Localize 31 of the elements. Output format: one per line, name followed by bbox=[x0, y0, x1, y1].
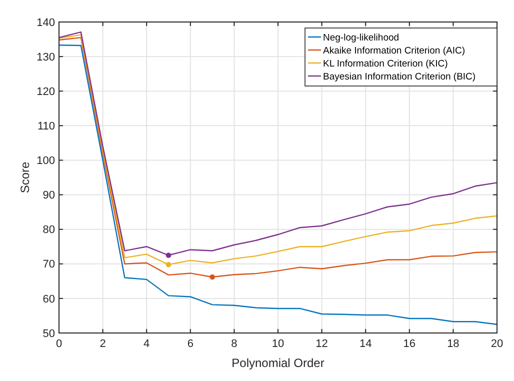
legend-label: KL Information Criterion (KIC) bbox=[323, 58, 448, 70]
point bbox=[210, 274, 215, 280]
x-tick-label: 18 bbox=[447, 338, 460, 350]
x-tick-label: 6 bbox=[187, 338, 194, 350]
legend-label: Neg-log-likelihood bbox=[323, 32, 400, 44]
x-tick-label: 8 bbox=[231, 338, 238, 350]
legend-label: Bayesian Information Criterion (BIC) bbox=[323, 71, 476, 82]
y-axis-title: Score bbox=[18, 162, 32, 194]
y-tick-label: 50 bbox=[42, 328, 55, 340]
y-tick-label: 120 bbox=[36, 86, 55, 98]
y-tick-label: 130 bbox=[36, 51, 55, 64]
x-tick-label: 12 bbox=[316, 338, 328, 350]
legend-label: Akaike Information Criterion (AIC) bbox=[323, 45, 466, 56]
point bbox=[166, 262, 172, 268]
x-tick-label: 10 bbox=[272, 338, 284, 350]
x-axis-title: Polynomial Order bbox=[232, 356, 324, 370]
x-tick-label: 16 bbox=[403, 338, 416, 350]
x-tick-label: 20 bbox=[490, 338, 504, 350]
y-tick-label: 110 bbox=[37, 120, 55, 133]
y-tick-label: 60 bbox=[42, 293, 55, 306]
point bbox=[166, 252, 172, 258]
y-tick-label: 140 bbox=[36, 16, 55, 29]
x-tick-label: 0 bbox=[56, 338, 62, 350]
line-series bbox=[58, 44, 498, 325]
x-tick-label: 2 bbox=[100, 338, 106, 350]
y-tick-label: 90 bbox=[42, 190, 55, 202]
y-tick-label: 80 bbox=[42, 224, 55, 236]
y-tick-label: 70 bbox=[42, 258, 55, 271]
x-tick-label: 14 bbox=[359, 338, 372, 350]
x-tick-label: 4 bbox=[144, 338, 150, 350]
y-tick-label: 100 bbox=[36, 155, 55, 168]
